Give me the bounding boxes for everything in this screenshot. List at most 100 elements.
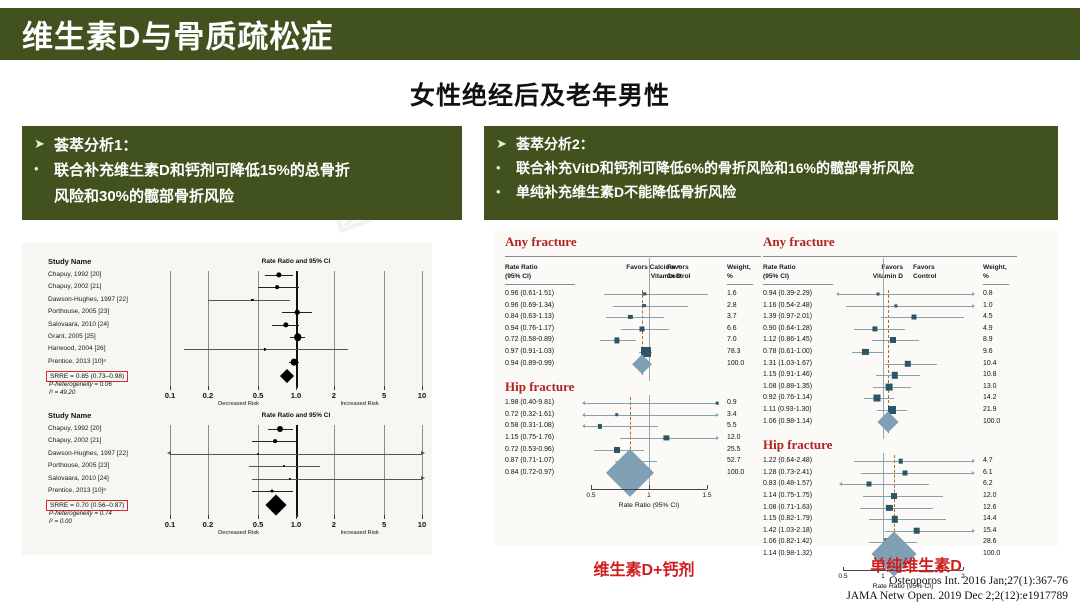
figure-osteoporos-int-forest: Study Name Rate Ratio and 95% CI Chapuy, 1… — [22, 243, 432, 555]
forest-point-estimate — [866, 481, 872, 487]
forest-weight-value: 7.0 — [727, 336, 737, 344]
forest-point-estimate — [889, 337, 896, 344]
col-header-rate-ratio: Rate Ratio — [505, 264, 538, 271]
forest-gridline — [258, 271, 260, 389]
forest-point-estimate — [639, 326, 645, 332]
col-header-favors-right-1: Favors — [667, 264, 689, 271]
forest-section-title-any-fracture: Any fracture — [763, 234, 835, 249]
forest-point-estimate — [716, 401, 719, 405]
forest-confidence-interval — [841, 484, 929, 486]
dot-bullet-icon: • — [496, 183, 501, 199]
forest-ci-arrow-left — [835, 292, 839, 296]
forest-ci-arrow-left — [167, 451, 171, 456]
forest-null-line — [296, 271, 298, 389]
forest-axis-tick — [258, 386, 260, 391]
forest-weight-value: 5.5 — [727, 422, 737, 430]
forest-point-estimate — [862, 348, 869, 356]
forest-study-label: Chapuy, 1992 [20] — [48, 271, 102, 278]
forest-summary-value: 0.84 (0.72-0.97) — [505, 468, 555, 476]
forest-ci-arrow-right — [971, 303, 975, 308]
callout-bullet-text: 风险和30%的髋部骨折风险 — [54, 187, 235, 205]
forest-axis-tick-label: 2 — [331, 391, 337, 401]
forest-rate-ratio-value: 1.28 (0.73-2.41) — [763, 468, 813, 476]
forest-summary-value: 0.94 (0.89-0.99) — [505, 359, 555, 367]
forest-axis-label-decreased: Decreased Risk — [218, 401, 260, 408]
forest-weight-value: 78.3 — [727, 348, 741, 355]
col-header-weight: Weight, — [983, 264, 1007, 271]
forest-axis-tick — [422, 515, 423, 520]
forest-axis-tick — [170, 515, 171, 520]
forest-axis-tick — [170, 386, 171, 391]
forest-plot-title: Rate Ratio and 95% CI — [261, 412, 331, 419]
forest-confidence-interval — [868, 519, 947, 521]
forest-axis-tick-label: 0.5 — [252, 520, 264, 530]
forest-ci-arrow-left — [581, 412, 585, 417]
forest-confidence-interval — [184, 349, 349, 351]
forest-null-line — [296, 425, 298, 518]
forest-point-estimate — [598, 424, 603, 429]
forest-study-label: Porthouse, 2005 [23] — [48, 308, 110, 316]
forest-point-estimate — [270, 489, 274, 493]
forest-rate-ratio-value: 1.22 (0.64-2.48) — [763, 457, 813, 465]
forest-gridline — [384, 425, 386, 518]
forest-axis-tick-label: 0.5 — [586, 491, 596, 499]
col-header-favors-right-2: Control — [913, 273, 937, 280]
callout-heading: 荟萃分析2： — [516, 136, 594, 152]
forest-study-label: Chapuy, 1992 [20] — [48, 425, 102, 432]
forest-rate-ratio-value: 0.97 (0.91-1.03) — [505, 348, 555, 355]
forest-point-estimate — [277, 426, 284, 432]
forest-axis-tick-label: 1.0 — [290, 391, 302, 401]
page-title: 维生素D与骨质疏松症 — [22, 19, 334, 55]
forest-rate-ratio-value: 1.42 (1.03-2.18) — [763, 526, 813, 534]
forest-pooled-dashed-line — [894, 455, 896, 566]
forest-ci-arrow-right — [971, 292, 975, 296]
forest-rate-ratio-value: 1.98 (0.40-9.81) — [505, 399, 555, 407]
forest-rate-ratio-value: 0.58 (0.31-1.08) — [505, 422, 555, 430]
forest-weight-value: 28.6 — [983, 538, 997, 546]
forest-axis-tick — [207, 386, 209, 391]
forest-study-label: Harwood, 2004 [26] — [48, 345, 106, 353]
forest-axis-label-increased: Increased Risk — [340, 530, 379, 537]
forest-axis-tick — [963, 566, 964, 570]
caption-calcium-vitamind: 维生素D+钙剂 — [593, 562, 695, 579]
forest-weight-value: 10.4 — [983, 359, 997, 367]
forest-axis-tick-label: 5 — [381, 520, 387, 530]
forest-ci-arrow-right — [971, 470, 975, 475]
forest-null-line — [649, 258, 650, 382]
forest-point-estimate — [891, 493, 898, 499]
forest-axis-tick — [883, 566, 884, 570]
forest-point-estimate — [294, 309, 300, 315]
figure-jama-forest: Any fracture Rate Ratio (95% CI) Favors Cal… — [495, 228, 1058, 590]
forest-section-title-any-fracture: Any fracture — [505, 234, 577, 249]
forest-study-label: Porthouse, 2005 [23] — [48, 462, 110, 470]
forest-rate-ratio-value: 0.84 (0.63-1.13) — [505, 313, 555, 321]
forest-weight-value: 12.0 — [983, 492, 997, 499]
caption-vitamind-only: 单纯维生素D — [870, 558, 962, 575]
callout-bullet-row: • 联合补充VitD和钙剂可降低6%的骨折风险和16%的髋部骨折风险 — [496, 159, 1046, 179]
forest-weight-value: 1.6 — [727, 290, 737, 297]
forest-axis-tick — [207, 515, 209, 520]
forest-axis-tick-label: 0.1 — [164, 391, 176, 401]
section-rule — [763, 256, 1017, 257]
forest-summary-weight: 100.0 — [727, 359, 745, 367]
forest-axis-tick — [591, 485, 592, 489]
forest-rate-ratio-value: 1.12 (0.86-1.45) — [763, 336, 813, 344]
forest-rate-ratio-value: 0.94 (0.76-1.17) — [505, 324, 555, 332]
forest-summary-value: 1.06 (0.98-1.14) — [763, 417, 813, 425]
forest-rate-ratio-value: 0.87 (0.71-1.07) — [505, 457, 555, 465]
forest-weight-value: 3.4 — [727, 410, 737, 418]
forest-weight-value: 9.6 — [983, 348, 993, 355]
forest-point-estimate — [628, 315, 633, 320]
col-header-rate-ratio-ci: (95% CI) — [763, 273, 790, 280]
forest-point-estimate — [898, 458, 903, 464]
forest-point-estimate — [264, 348, 267, 351]
forest-heterogeneity: P-heterogeneity = 0.74 — [49, 510, 112, 518]
forest-rate-ratio-value: 1.31 (1.03-1.67) — [763, 359, 813, 367]
forest-axis-tick — [422, 386, 423, 391]
forest-point-estimate — [640, 347, 651, 357]
forest-ci-arrow-left — [838, 482, 842, 487]
forest-axis-tick-label: 1 — [881, 573, 885, 580]
forest-col-header-study: Study Name — [48, 411, 92, 420]
forest-axis-tick-label: 1 — [647, 491, 651, 499]
forest-gridline — [422, 425, 423, 518]
